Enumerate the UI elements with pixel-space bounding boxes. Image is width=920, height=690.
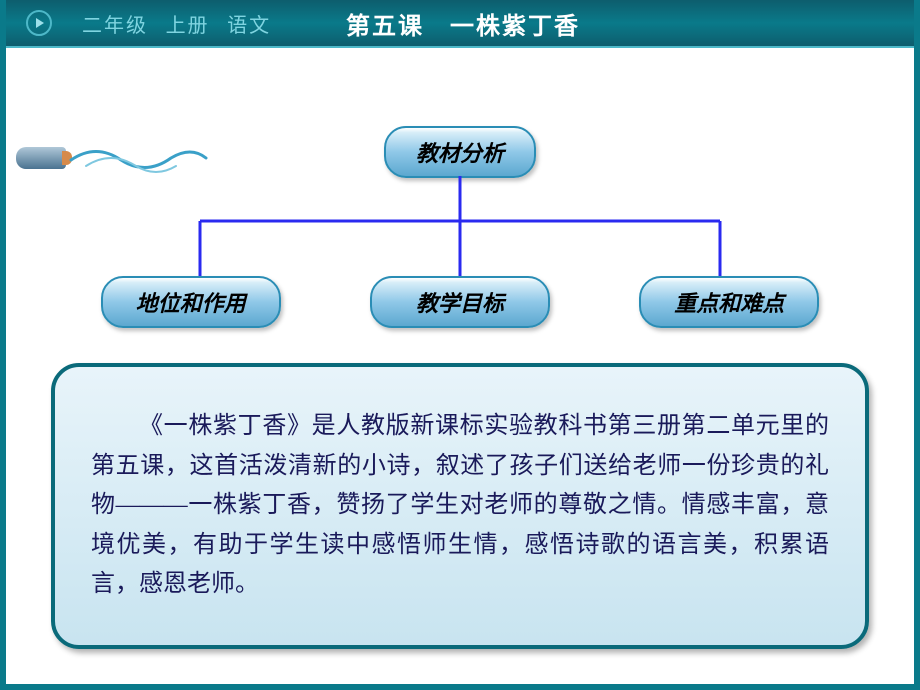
- child-node-position: 地位和作用: [101, 276, 281, 328]
- root-node-label: 教材分析: [416, 141, 504, 166]
- slide-frame: 二年级 上册 语文 第五课 一株紫丁香 教材分析: [0, 0, 920, 690]
- child-node-label: 教学目标: [416, 291, 504, 316]
- child-node-focus: 重点和难点: [639, 276, 819, 328]
- lesson-title: 第五课 一株紫丁香: [346, 6, 580, 41]
- breadcrumb: 二年级 上册 语文: [82, 9, 281, 38]
- content-area: 教材分析 地位和作用 教学目标 重点和难点 《一株紫丁香》是人教版新课标实验教科…: [6, 48, 914, 88]
- tree-connector-lines: [110, 176, 810, 286]
- child-node-goal: 教学目标: [370, 276, 550, 328]
- header-bar: 二年级 上册 语文 第五课 一株紫丁香: [6, 0, 914, 48]
- child-node-label: 重点和难点: [674, 291, 784, 316]
- play-icon[interactable]: [26, 10, 52, 36]
- root-node: 教材分析: [384, 126, 536, 178]
- breadcrumb-subject: 语文: [227, 15, 271, 37]
- children-row: 地位和作用 教学目标 重点和难点: [6, 276, 914, 328]
- description-panel: 《一株紫丁香》是人教版新课标实验教科书第三册第二单元里的第五课，这首活泼清新的小…: [51, 363, 869, 649]
- breadcrumb-volume: 上册: [166, 15, 210, 37]
- breadcrumb-grade: 二年级: [82, 15, 148, 37]
- marker-decoration: [16, 143, 236, 173]
- description-text: 《一株紫丁香》是人教版新课标实验教科书第三册第二单元里的第五课，这首活泼清新的小…: [91, 407, 829, 605]
- child-node-label: 地位和作用: [136, 291, 246, 316]
- marker-icon: [16, 147, 66, 169]
- swirl-icon: [66, 143, 236, 173]
